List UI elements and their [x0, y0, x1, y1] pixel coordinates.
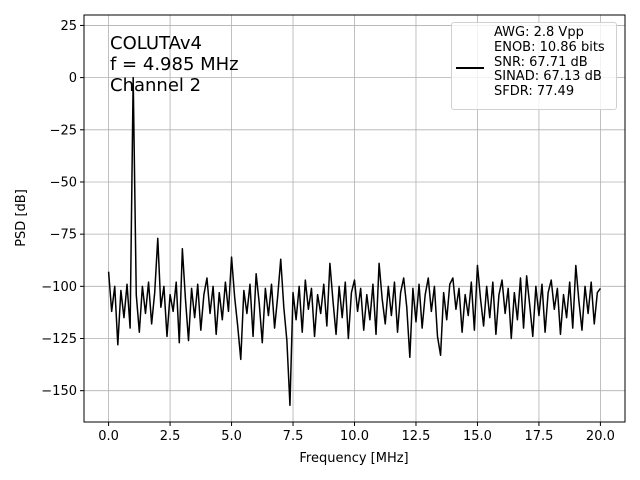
x-tick-label: 17.5 — [524, 429, 553, 444]
y-tick-label: −25 — [50, 123, 77, 138]
annotation: COLUTAv4 f = 4.985 MHz Channel 2 — [110, 33, 239, 96]
legend-entry: AWG: 2.8 Vpp ENOB: 10.86 bits SNR: 67.71… — [494, 25, 605, 100]
y-tick-label: 0 — [69, 71, 77, 86]
x-tick-label: 0.0 — [98, 429, 119, 444]
y-tick-label: −150 — [41, 384, 77, 399]
psd-line — [107, 76, 602, 407]
x-tick-label: 5.0 — [221, 429, 242, 444]
x-tick-label: 7.5 — [283, 429, 304, 444]
annotation-line: f = 4.985 MHz — [110, 54, 239, 75]
annotation-line: Channel 2 — [110, 75, 202, 96]
x-tick-label: 15.0 — [463, 429, 492, 444]
x-tick-label: 12.5 — [402, 429, 431, 444]
x-tick-label: 20.0 — [586, 429, 615, 444]
y-axis-label: PSD [dB] — [14, 189, 29, 247]
legend: AWG: 2.8 Vpp ENOB: 10.86 bits SNR: 67.71… — [451, 22, 617, 110]
y-tick-label: −100 — [41, 280, 77, 295]
x-tick-label: 10.0 — [340, 429, 369, 444]
x-axis-label: Frequency [MHz] — [299, 451, 408, 466]
legend-swatch — [456, 67, 484, 69]
y-tick-label: 25 — [60, 19, 77, 34]
annotation-line: COLUTAv4 — [110, 33, 203, 54]
y-tick-label: −75 — [50, 228, 77, 243]
y-tick-label: −125 — [41, 332, 77, 347]
y-tick-label: −50 — [50, 175, 77, 190]
x-tick-label: 2.5 — [160, 429, 181, 444]
